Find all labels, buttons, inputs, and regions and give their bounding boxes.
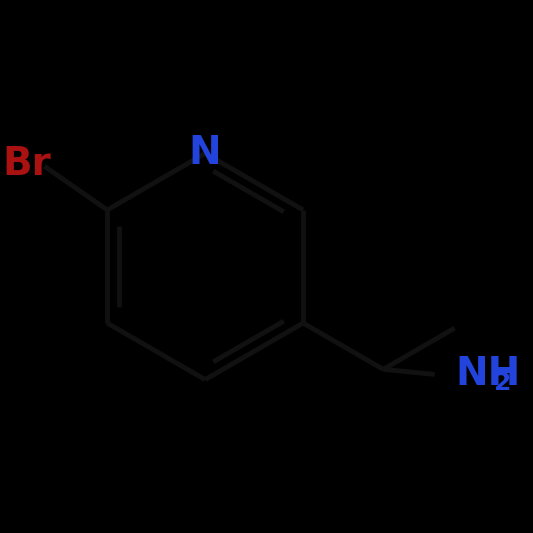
Text: 2: 2 [494, 370, 511, 395]
Text: Br: Br [2, 144, 51, 183]
Text: NH: NH [455, 356, 521, 393]
Text: N: N [189, 134, 222, 172]
